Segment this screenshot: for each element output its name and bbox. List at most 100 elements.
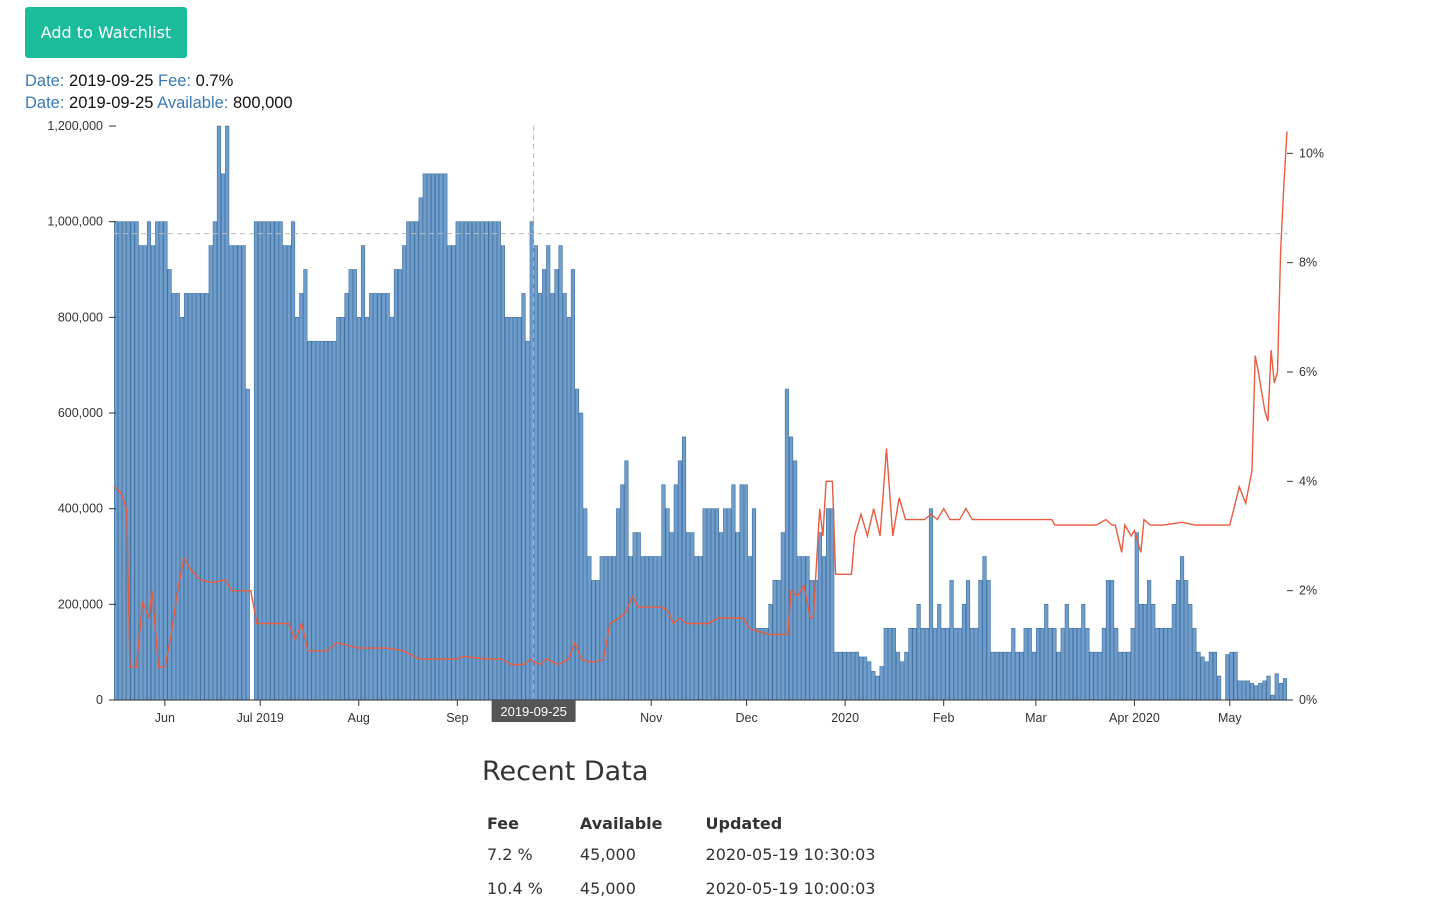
bar [1093,651,1098,701]
left-tick-label: 0 [96,693,103,707]
bar [183,293,189,701]
bar [1031,651,1036,701]
bar [1105,580,1111,701]
bar [406,221,411,701]
bar [624,460,629,701]
bar [1225,654,1230,701]
bar [274,221,279,701]
bar [620,484,625,701]
bar [356,317,361,701]
right-tick-label: 8% [1299,256,1317,270]
bar [1233,651,1238,701]
bar [241,245,246,701]
bar [142,245,147,701]
right-tick-label: 10% [1299,146,1324,160]
bar [933,627,938,701]
row-available: 45,000 [579,878,636,898]
bar [525,340,530,701]
bar [908,627,913,701]
bar [550,293,555,701]
bar [208,245,213,701]
bar [974,627,979,701]
bar [533,245,538,701]
bar [673,484,678,701]
bar [340,317,345,701]
fee-line [113,131,1288,668]
row-updated: 2020-05-19 10:30:03 [705,844,876,864]
table-header-row: Fee Available Updated [480,803,905,837]
bar [690,532,695,701]
bar [447,245,452,701]
bar [151,245,156,701]
bar [912,627,917,701]
availability-fee-chart[interactable]: 0 200,000 400,000 600,000 800,000 1,000,000 1,… [0,0,1455,740]
bar [418,197,423,701]
bar [719,532,724,701]
bar [570,269,575,701]
bar [451,245,456,701]
row-fee: 7.2 % [487,844,533,864]
bar [472,221,477,701]
bar [1274,673,1279,701]
header-available: Available [579,813,663,833]
bar [369,293,374,701]
left-tick-label: 1,000,000 [47,215,103,229]
bar [381,293,386,701]
bar [1130,627,1135,701]
bar [714,508,720,701]
bar [360,245,366,701]
bar [295,317,300,701]
bar [114,221,119,701]
bar [286,245,291,701]
bar [793,460,798,701]
bar [1159,627,1164,701]
bar [459,221,464,701]
bar [225,125,230,701]
bar [344,293,349,701]
bar [900,661,905,701]
add-to-watchlist-button[interactable]: Add to Watchlist [25,7,187,58]
bar [1072,627,1078,701]
readout-date-value: 2019-09-25 [69,94,154,112]
bar [788,436,794,701]
readout-available-value: 800,000 [232,94,293,112]
header-updated: Updated [705,813,783,833]
bar [266,221,271,701]
bar [858,656,864,701]
bar [542,269,547,701]
bar [743,484,748,701]
bar [1052,627,1057,701]
bar [809,580,814,701]
bar [290,221,296,701]
bar [653,556,658,701]
bar [846,651,851,701]
bar [253,221,259,701]
bar [245,388,250,701]
bar [1142,604,1148,701]
bar [517,317,522,701]
bar [1204,661,1209,701]
bar [216,125,222,701]
bar [706,508,711,701]
bar [1237,680,1242,701]
x-tick-label: Jul 2019 [237,711,284,725]
bar [756,627,761,701]
bar [990,651,995,701]
bar [397,269,403,701]
bar [986,580,991,701]
bar [591,580,596,701]
bar [1138,604,1143,701]
table-row: 7.2 % 45,000 2020-05-19 10:30:03 [480,837,905,871]
bar [1011,627,1016,701]
x-tick-label: Dec [735,711,757,725]
bar [323,340,329,701]
bar [537,293,543,701]
bar [1270,694,1275,701]
x-tick-label: Mar [1025,711,1047,725]
bar [702,508,707,701]
bar [529,221,534,701]
bar [1217,675,1222,701]
bar [348,269,353,701]
bar [122,221,127,701]
bar [118,221,123,701]
